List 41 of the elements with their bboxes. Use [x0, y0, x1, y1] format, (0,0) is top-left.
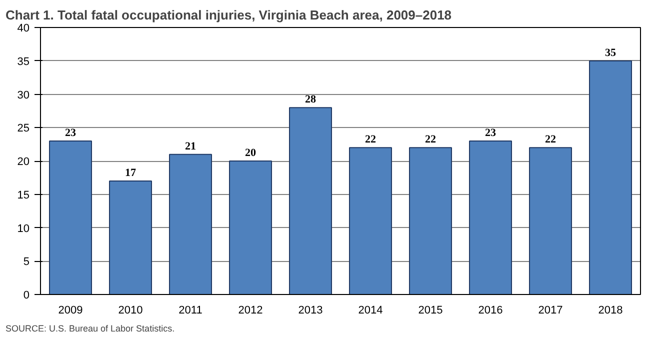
- x-tick-label: 2012: [238, 304, 263, 316]
- data-label: 23: [485, 126, 496, 139]
- data-label: 21: [185, 140, 196, 152]
- x-tick-label: 2016: [478, 304, 503, 316]
- x-tick-label: 2010: [118, 304, 143, 316]
- y-tick-label: 25: [17, 122, 30, 135]
- bar: [289, 107, 332, 294]
- x-tick-label: 2009: [58, 304, 83, 316]
- data-label: 23: [65, 126, 76, 139]
- y-tick-label: 30: [17, 89, 30, 102]
- y-tick-label: 5: [23, 256, 30, 268]
- data-label: 35: [605, 46, 616, 59]
- x-tick-label: 2017: [538, 304, 563, 316]
- x-tick-label: 2013: [298, 304, 323, 316]
- bar: [349, 147, 392, 294]
- bar: [409, 147, 452, 294]
- x-tick-label: 2014: [358, 304, 383, 316]
- y-tick-label: 35: [17, 56, 30, 68]
- bar: [589, 60, 632, 294]
- y-tick-label: 15: [17, 189, 30, 202]
- y-tick-label: 20: [17, 156, 30, 168]
- y-tick-label: 40: [17, 22, 30, 34]
- x-tick-label: 2011: [178, 304, 202, 316]
- data-label: 17: [125, 167, 136, 180]
- bar: [169, 154, 212, 294]
- bar: [529, 147, 572, 294]
- data-label: 22: [365, 134, 376, 146]
- x-tick-label: 2018: [598, 304, 623, 316]
- data-label: 20: [245, 147, 256, 159]
- data-label: 22: [425, 134, 436, 146]
- chart-title: Chart 1. Total fatal occupational injuries, Virginia Beach area, 2009–2018: [6, 8, 452, 22]
- data-label: 22: [545, 134, 556, 146]
- data-label: 28: [305, 94, 316, 106]
- y-tick-label: 0: [23, 290, 30, 302]
- bar: [229, 160, 272, 294]
- bar: [469, 140, 512, 294]
- bar: [109, 180, 152, 294]
- source-note: SOURCE: U.S. Bureau of Labor Statistics.: [6, 324, 175, 334]
- y-tick-label: 10: [17, 222, 30, 235]
- bar: [49, 140, 92, 294]
- x-tick-label: 2015: [418, 304, 443, 316]
